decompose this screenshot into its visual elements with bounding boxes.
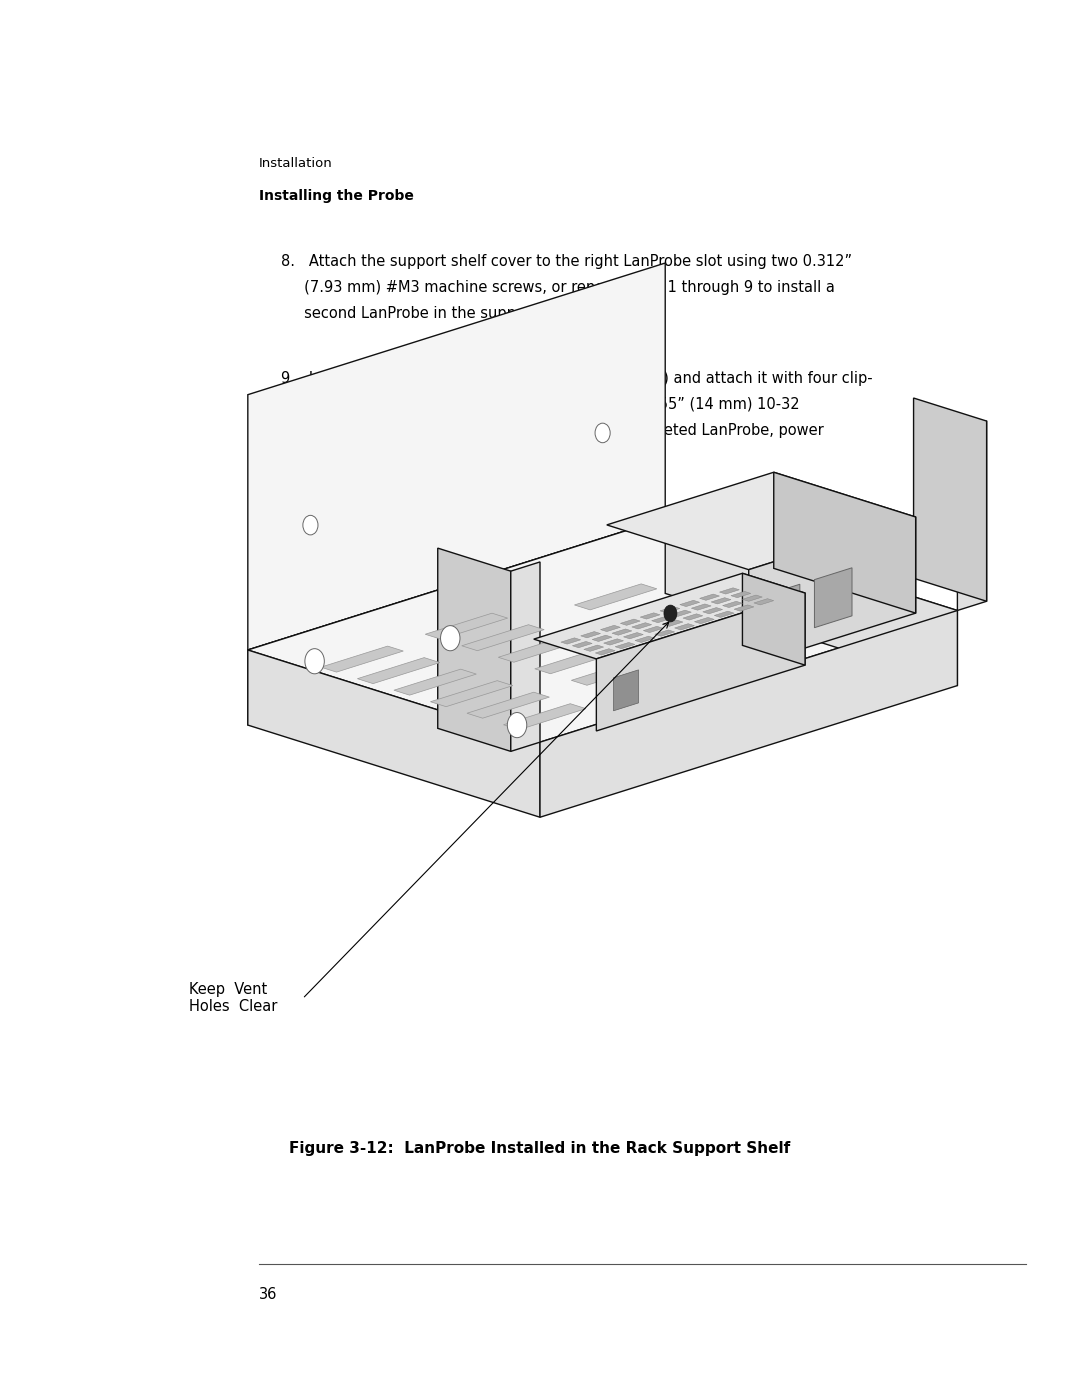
Polygon shape — [247, 650, 540, 817]
Polygon shape — [714, 610, 734, 617]
Text: 10.  Attach the power cord to the power module and to a power source. If this is: 10. Attach the power cord to the power m… — [281, 514, 869, 528]
Polygon shape — [540, 610, 957, 817]
Polygon shape — [600, 626, 620, 631]
Polygon shape — [431, 680, 513, 707]
Polygon shape — [711, 598, 731, 604]
Polygon shape — [584, 645, 604, 651]
Text: Female-Male Power Cable (8120-1575) to attach power from one power: Female-Male Power Cable (8120-1575) to a… — [281, 566, 838, 580]
Polygon shape — [773, 472, 916, 613]
Polygon shape — [762, 584, 800, 644]
Polygon shape — [511, 562, 540, 752]
Text: Keep  Vent
Holes  Clear: Keep Vent Holes Clear — [189, 982, 278, 1014]
Polygon shape — [672, 610, 691, 616]
Polygon shape — [635, 636, 654, 643]
Polygon shape — [595, 648, 616, 655]
Text: on sheet metal nuts (use if required) and four 0.55” (14 mm) 10-32: on sheet metal nuts (use if required) an… — [281, 397, 799, 412]
Polygon shape — [607, 472, 916, 570]
Polygon shape — [660, 606, 679, 613]
Polygon shape — [616, 643, 635, 648]
Polygon shape — [694, 617, 714, 623]
Polygon shape — [712, 627, 795, 654]
Polygon shape — [575, 584, 657, 610]
Polygon shape — [742, 573, 805, 665]
Text: second LanProbe in the support shelf.: second LanProbe in the support shelf. — [281, 306, 580, 321]
Polygon shape — [703, 608, 723, 613]
Polygon shape — [731, 591, 751, 598]
Polygon shape — [623, 633, 644, 638]
Circle shape — [611, 679, 631, 704]
Polygon shape — [247, 518, 957, 742]
Polygon shape — [613, 671, 638, 711]
Polygon shape — [644, 626, 663, 633]
Polygon shape — [462, 624, 544, 651]
Polygon shape — [394, 669, 476, 696]
Polygon shape — [665, 518, 957, 686]
Circle shape — [302, 515, 318, 535]
Polygon shape — [957, 420, 987, 610]
Polygon shape — [742, 595, 762, 601]
Polygon shape — [467, 692, 550, 718]
Circle shape — [305, 648, 324, 673]
Polygon shape — [814, 567, 852, 627]
Text: Installing the Probe: Installing the Probe — [259, 189, 414, 203]
Polygon shape — [321, 645, 403, 672]
Polygon shape — [700, 594, 719, 601]
Text: Figure 3-12:  LanProbe Installed in the Rack Support Shelf: Figure 3-12: LanProbe Installed in the R… — [289, 1141, 791, 1157]
Polygon shape — [723, 601, 742, 608]
Polygon shape — [247, 518, 665, 725]
Polygon shape — [534, 573, 805, 659]
Polygon shape — [632, 623, 651, 629]
Polygon shape — [247, 263, 665, 650]
Polygon shape — [503, 704, 586, 729]
Polygon shape — [571, 659, 653, 686]
Text: 9.   Insert the support shelf into the rack (or cabinet) and attach it with four: 9. Insert the support shelf into the rac… — [281, 372, 873, 386]
Polygon shape — [914, 398, 987, 601]
Polygon shape — [581, 631, 600, 638]
Polygon shape — [640, 613, 660, 619]
Polygon shape — [663, 620, 683, 626]
Text: module to the other.: module to the other. — [281, 591, 463, 606]
Circle shape — [664, 605, 677, 622]
Polygon shape — [604, 638, 623, 645]
Polygon shape — [754, 599, 773, 605]
Polygon shape — [679, 601, 700, 606]
Polygon shape — [651, 616, 672, 623]
Text: (7.93 mm) #M3 machine screws, or repeat steps 1 through 9 to install a: (7.93 mm) #M3 machine screws, or repeat … — [281, 281, 835, 295]
Polygon shape — [437, 548, 511, 752]
Polygon shape — [620, 598, 703, 624]
Text: POZIDRIV® screws. Figure 3-12 shows the completed LanProbe, power: POZIDRIV® screws. Figure 3-12 shows the … — [281, 423, 824, 437]
Polygon shape — [561, 638, 581, 644]
Circle shape — [441, 626, 460, 651]
Polygon shape — [612, 629, 632, 636]
Polygon shape — [683, 613, 703, 620]
Polygon shape — [535, 648, 617, 673]
Polygon shape — [596, 594, 805, 731]
Polygon shape — [426, 613, 508, 640]
Text: 8.   Attach the support shelf cover to the right LanProbe slot using two 0.312”: 8. Attach the support shelf cover to the… — [281, 254, 852, 270]
Polygon shape — [357, 658, 440, 683]
Polygon shape — [691, 604, 711, 610]
Polygon shape — [572, 641, 592, 648]
Polygon shape — [666, 613, 748, 638]
Text: module, and support shelf.: module, and support shelf. — [281, 448, 500, 464]
Circle shape — [508, 712, 527, 738]
Text: the second LanProbe installed in the support shelf, you can use the optional: the second LanProbe installed in the sup… — [281, 539, 873, 555]
Polygon shape — [748, 517, 916, 666]
Polygon shape — [592, 636, 612, 641]
Polygon shape — [608, 671, 690, 697]
Text: Installation: Installation — [259, 158, 333, 170]
Polygon shape — [654, 630, 675, 636]
Polygon shape — [719, 588, 740, 594]
Polygon shape — [675, 623, 694, 630]
Polygon shape — [734, 605, 754, 610]
Circle shape — [595, 423, 610, 443]
Polygon shape — [498, 636, 581, 662]
Text: 36: 36 — [259, 1287, 278, 1302]
Polygon shape — [620, 619, 640, 626]
